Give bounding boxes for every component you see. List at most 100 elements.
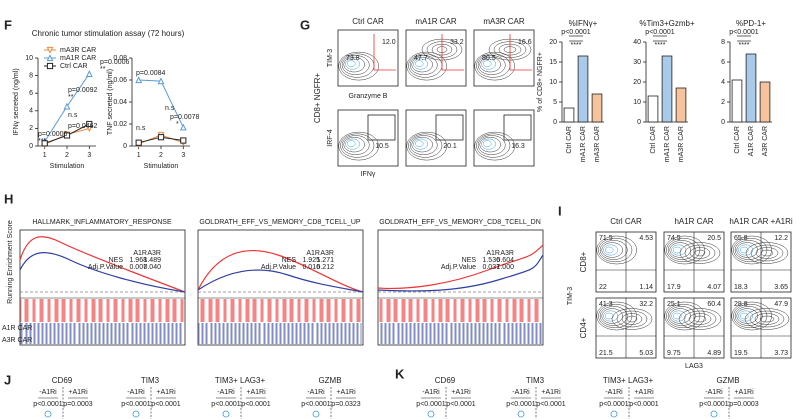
bar [577, 55, 589, 123]
marker [85, 70, 93, 77]
annotation: **** [571, 42, 582, 49]
y-axis-label: TIM-3 [567, 287, 574, 305]
y-tick-label: 10 [25, 55, 33, 62]
contour [338, 51, 379, 81]
p-value: p<0.0001 [151, 401, 180, 408]
enrichment-curve [377, 244, 544, 289]
contour [343, 56, 365, 73]
stat-label: Adj.P.Value [441, 264, 476, 271]
p-value: p=0.0323 [331, 401, 360, 408]
contour [684, 244, 716, 262]
y-tick-label: 0.04 [113, 99, 127, 106]
p-value: p<0.0001 [241, 401, 270, 408]
stat-label: Adj.P.Value [261, 264, 296, 271]
panel-title: Chronic tumor stimulation assay (72 hour… [32, 29, 185, 38]
contour [667, 240, 696, 260]
y-axis-label: % of CD8+ NGFR+ [537, 52, 544, 112]
marker [135, 139, 142, 146]
annotation: p=0.0006 [100, 59, 129, 66]
contour [603, 244, 619, 256]
p-value: p<0.0001 [416, 401, 445, 408]
contour [750, 244, 784, 262]
contour [479, 136, 501, 153]
quadrant-value: 71.5 [599, 235, 613, 242]
group-label: +A1Ri [634, 389, 654, 396]
group-label: -A1Ri [127, 389, 145, 396]
contour [749, 310, 785, 328]
x-tick-label: 3 [181, 152, 185, 159]
quadrant-value: 41.3 [599, 301, 613, 308]
group-label: A1R CAR [2, 325, 32, 332]
contour [414, 140, 424, 147]
y-tick-label: 8 [29, 72, 33, 79]
p-value: p<0.0001 [211, 401, 240, 408]
y-tick-label: 0 [29, 143, 33, 150]
x-tick-label: mA1R CAR [664, 126, 671, 162]
block-title: TIM3 [526, 376, 545, 385]
quadrant-value: 25.1 [667, 301, 681, 308]
flow-value: 12.0 [382, 39, 396, 46]
p-value: p<0.0001 [699, 401, 728, 408]
p-value: p<0.0001 [629, 401, 658, 408]
annotation: p=0.0084 [136, 70, 165, 77]
x-tick-label: 1 [43, 152, 47, 159]
annotation: n.s [136, 125, 146, 132]
group-label: -A1Ri [605, 389, 623, 396]
y-tick-label: 0 [123, 143, 127, 150]
p-value: p<0.0001 [599, 401, 628, 408]
stat-label: NES [282, 257, 297, 264]
contour [476, 133, 511, 158]
bar [647, 95, 659, 123]
quadrant-value: 4.07 [707, 284, 721, 291]
bar [591, 93, 603, 123]
x-tick-label: 2 [159, 152, 163, 159]
column-label: hA1R CAR +A1Ri [729, 217, 793, 226]
flow-value: 47.7 [414, 55, 428, 62]
marker [63, 102, 71, 110]
flow-plot [337, 29, 399, 87]
x-axis-label: Stimulation [50, 163, 85, 170]
stat-head: A3R [320, 250, 334, 257]
block-title: GZMB [318, 376, 341, 385]
annotation: **** [739, 42, 750, 49]
contour [739, 312, 749, 320]
column-label: Ctrl CAR [610, 217, 642, 226]
stat-value: 0.007 [129, 264, 147, 271]
gsea-title: GOLDRATH_EFF_VS_MEMORY_CD8_TCELL_UP [199, 219, 361, 226]
group-label: -A1Ri [307, 389, 325, 396]
marker [41, 140, 48, 147]
contour [664, 235, 705, 265]
x-tick-label: 3 [87, 152, 91, 159]
group-label: -A1Ri [705, 389, 723, 396]
x-axis-label: IFNγ [361, 171, 376, 178]
bar [745, 53, 757, 123]
stat-value: 0.016 [302, 264, 320, 271]
y-tick-label: 20 [633, 79, 641, 86]
bar-title: %Tim3+Gzmb+ [639, 19, 695, 28]
bar [731, 79, 743, 123]
group-label: +A1Ri [734, 389, 754, 396]
annotation: p=0.0078 [170, 114, 199, 121]
y-tick-label: 2 [721, 99, 725, 106]
contour [671, 310, 687, 322]
contour [759, 315, 775, 323]
dot [222, 410, 230, 418]
quadrant-value: 5.03 [639, 350, 653, 357]
gate [503, 114, 532, 141]
contour [338, 131, 379, 161]
stat-value: 1.271 [316, 257, 334, 264]
row-label: CD8+ NGFR+ [313, 73, 322, 124]
group-label: +A1Ri [246, 389, 266, 396]
p-value: p<0.0001 [301, 401, 330, 408]
block-title: TIM3+ LAG3+ [603, 376, 654, 385]
p-value: p<0.0001 [33, 401, 62, 408]
contour [413, 58, 429, 70]
stat-value: 0.212 [316, 264, 334, 271]
p-value: p=0.0003 [63, 401, 92, 408]
quadrant-value: 22 [599, 284, 607, 291]
panel-label: G [300, 17, 310, 32]
contour [689, 247, 711, 259]
bar-title: %PD-1+ [736, 19, 766, 28]
quadrant-value: 3.73 [774, 350, 788, 357]
